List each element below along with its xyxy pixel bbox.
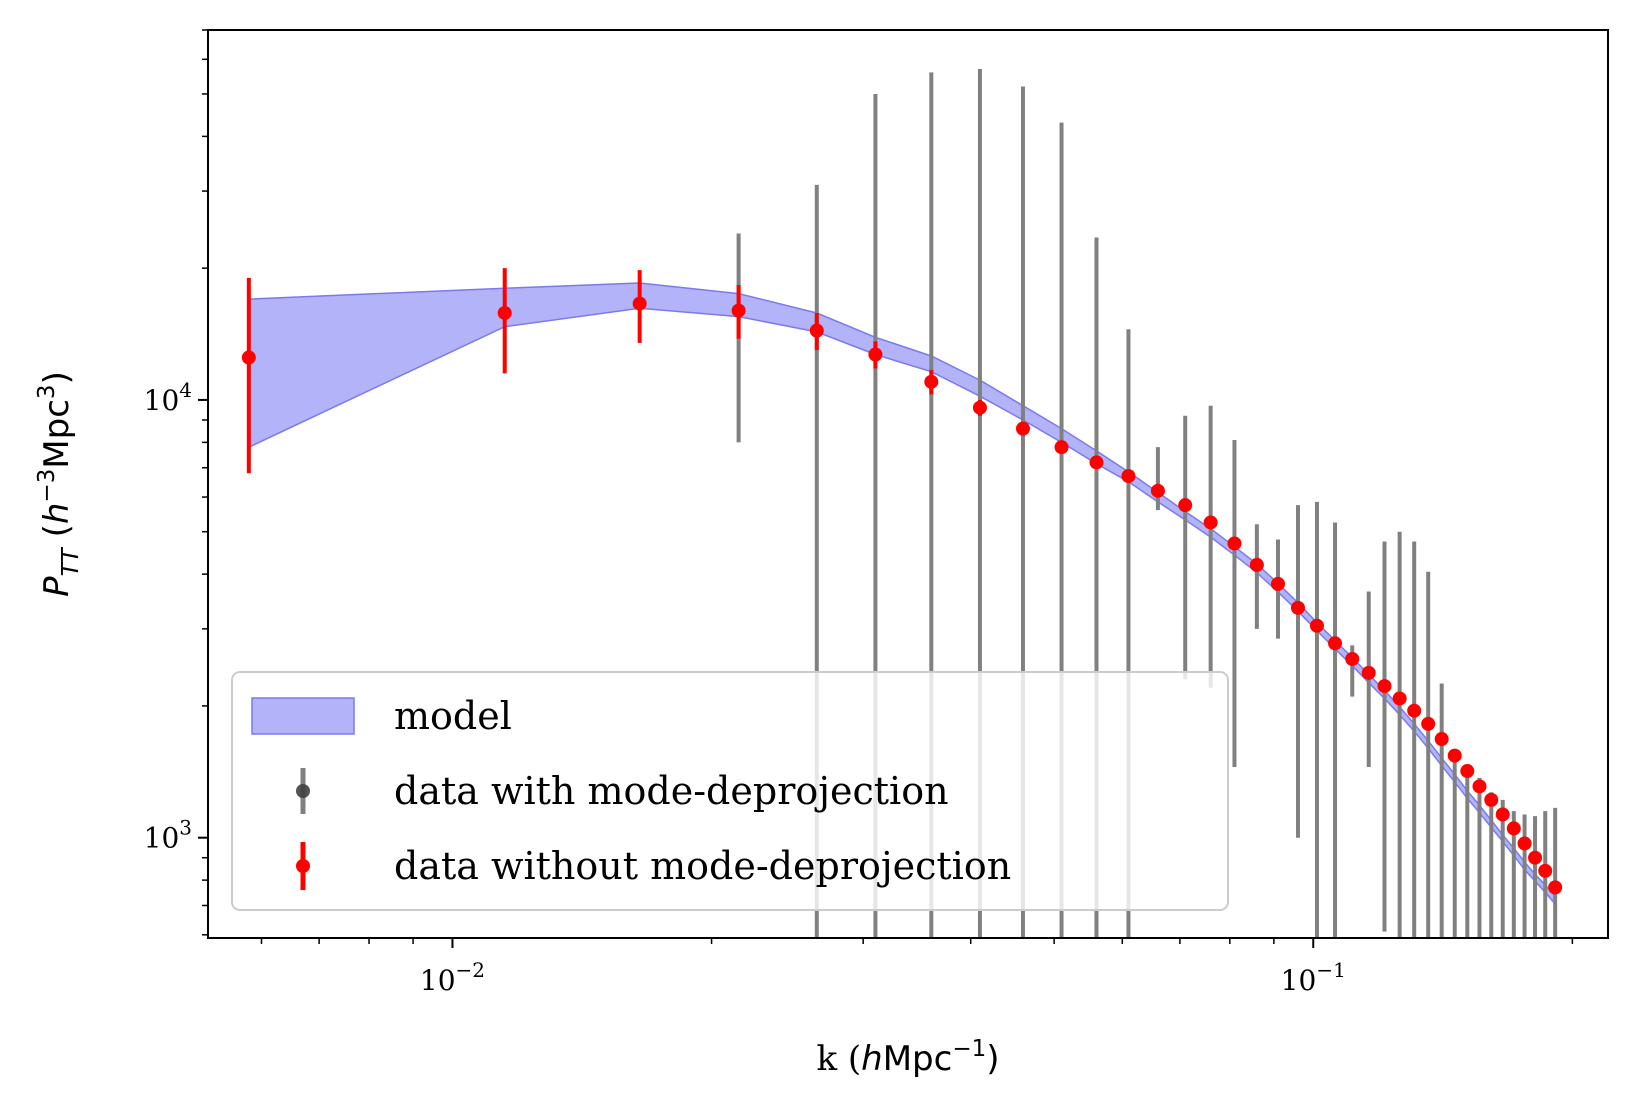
nodeprojection-marker: [1434, 732, 1449, 747]
nodeprojection-marker: [1015, 421, 1030, 436]
nodeprojection-marker: [1249, 557, 1264, 572]
nodeprojection-marker: [1121, 469, 1136, 484]
nodeprojection-marker: [809, 323, 824, 338]
nodeprojection-marker: [1054, 440, 1069, 455]
x-axis-label: k (hMpc−1): [816, 1036, 999, 1079]
nodeprojection-marker: [972, 400, 987, 415]
nodeprojection-marker: [1361, 665, 1376, 680]
nodeprojection-marker: [1538, 863, 1553, 878]
nodeprojection-marker: [1495, 807, 1510, 822]
y-tick-label: 104: [144, 378, 192, 417]
nodeprojection-marker: [1517, 836, 1532, 851]
legend-label-deprojection: data with mode-deprojection: [394, 769, 949, 813]
legend-nodeprojection-marker: [296, 859, 310, 873]
nodeprojection-marker: [1421, 716, 1436, 731]
nodeprojection-marker: [1472, 779, 1487, 794]
nodeprojection-marker: [1392, 691, 1407, 706]
legend-frame: [231, 671, 1229, 911]
nodeprojection-marker: [1484, 792, 1499, 807]
nodeprojection-marker: [868, 347, 883, 362]
nodeprojection-marker: [731, 303, 746, 318]
nodeprojection-marker: [241, 350, 256, 365]
nodeprojection-marker: [1178, 498, 1193, 513]
nodeprojection-marker: [1506, 821, 1521, 836]
axes-ticks: 10−2 10−1 103 104: [144, 29, 1574, 997]
nodeprojection-marker: [1447, 748, 1462, 763]
nodeprojection-marker: [1089, 455, 1104, 470]
nodeprojection-marker: [1150, 483, 1165, 498]
nodeprojection-marker: [1270, 576, 1285, 591]
nodeprojection-marker: [1227, 536, 1242, 551]
x-tick-label: 10−1: [1281, 958, 1346, 997]
nodeprojection-marker: [1407, 703, 1422, 718]
nodeprojection-marker: [1548, 880, 1563, 895]
x-tick-label: 10−2: [420, 958, 485, 997]
nodeprojection-marker: [1377, 679, 1392, 694]
legend-model-swatch: [251, 697, 355, 735]
nodeprojection-marker: [1309, 618, 1324, 633]
legend-deprojection-marker: [296, 784, 310, 798]
legend: model data with mode-deprojection data w…: [231, 671, 1229, 911]
nodeprojection-marker: [497, 305, 512, 320]
nodeprojection-marker: [1528, 850, 1543, 865]
nodeprojection-marker: [1203, 515, 1218, 530]
y-axis-label: PTT (h−3Mpc3): [34, 371, 84, 597]
legend-label-model: model: [394, 694, 512, 738]
nodeprojection-marker: [1290, 600, 1305, 615]
nodeprojection-marker: [1460, 764, 1475, 779]
legend-label-nodeprojection: data without mode-deprojection: [394, 844, 1011, 888]
nodeprojection-marker: [1328, 636, 1343, 651]
plot-frame: [207, 29, 1609, 939]
nodeprojection-marker: [924, 374, 939, 389]
nodeprojection-marker: [632, 296, 647, 311]
y-tick-label: 103: [144, 816, 192, 855]
nodeprojection-marker: [1345, 651, 1360, 666]
